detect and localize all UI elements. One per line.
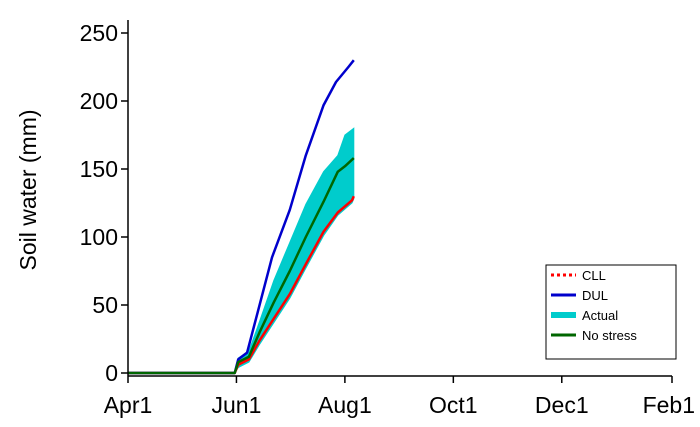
legend-swatch	[551, 312, 576, 318]
y-tick-label: 250	[80, 20, 118, 46]
x-tick-label: Oct1	[429, 392, 478, 418]
y-tick-label: 200	[80, 88, 118, 114]
legend-label: Actual	[582, 308, 618, 323]
legend-label: DUL	[582, 288, 608, 303]
x-tick-label: Dec1	[535, 392, 589, 418]
y-tick-label: 100	[80, 224, 118, 250]
legend: CLL DUL Actual No stress	[545, 264, 677, 360]
x-tick-label: Jun1	[212, 392, 262, 418]
legend-label: No stress	[582, 328, 637, 343]
plot-area	[128, 59, 355, 375]
y-axis-title: Soil water (mm)	[15, 109, 41, 270]
x-tick-label: Aug1	[318, 392, 372, 418]
series-actual-band	[234, 127, 355, 374]
axes: 0 50 100 150 200 250 Apr1 Jun1 Aug1 Oct1 Dec1 Feb1	[80, 20, 695, 418]
x-tick-label: Feb1	[643, 392, 695, 418]
series-line-no-stress	[128, 157, 355, 375]
y-tick-label: 50	[92, 292, 118, 318]
x-tick-label: Apr1	[104, 392, 153, 418]
legend-label: CLL	[582, 268, 606, 283]
y-tick-label: 0	[105, 360, 118, 386]
y-tick-label: 150	[80, 156, 118, 182]
